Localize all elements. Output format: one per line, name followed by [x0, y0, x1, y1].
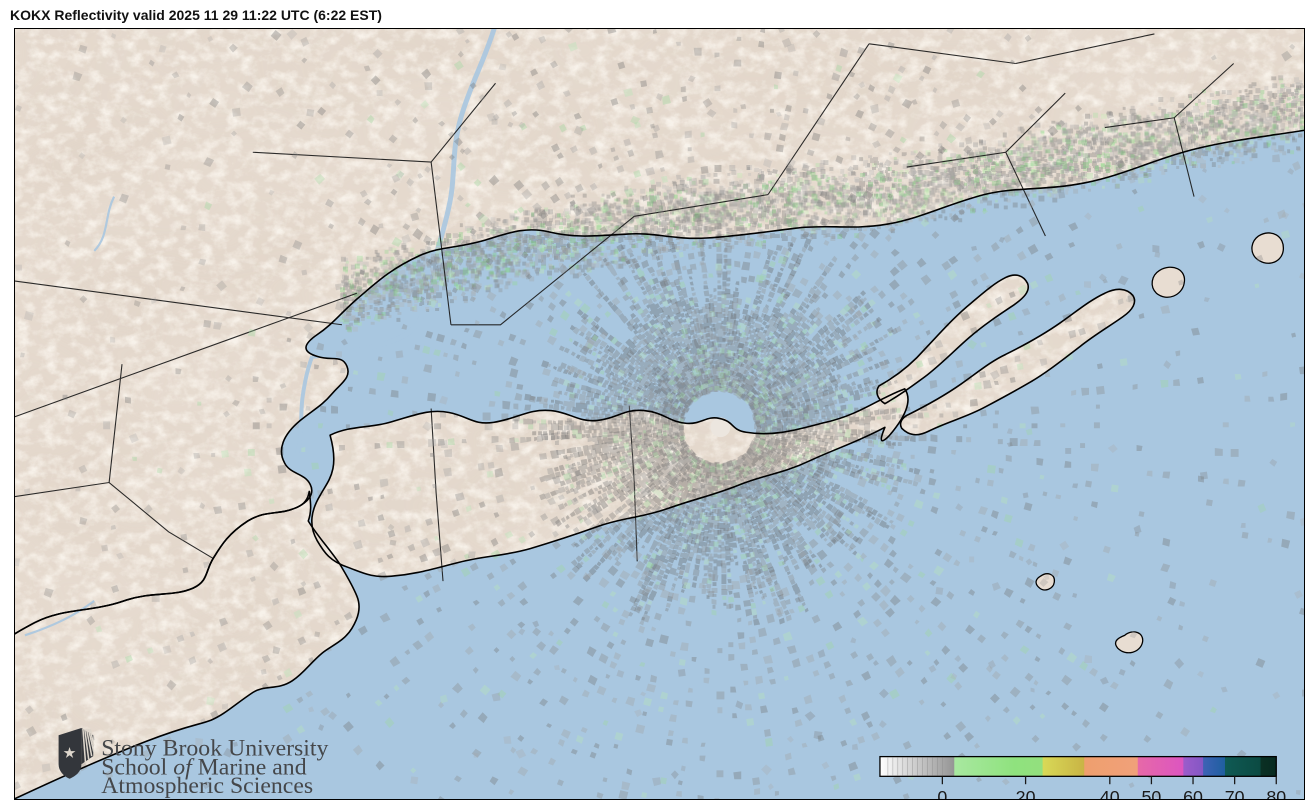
svg-text:70: 70 — [1225, 787, 1245, 799]
svg-text:Atmospheric Sciences: Atmospheric Sciences — [101, 773, 313, 799]
svg-text:0: 0 — [937, 787, 947, 799]
svg-text:20: 20 — [1016, 787, 1036, 799]
svg-text:50: 50 — [1142, 787, 1162, 799]
svg-text:40: 40 — [1100, 787, 1120, 799]
svg-text:80: 80 — [1266, 787, 1286, 799]
svg-text:60: 60 — [1183, 787, 1203, 799]
